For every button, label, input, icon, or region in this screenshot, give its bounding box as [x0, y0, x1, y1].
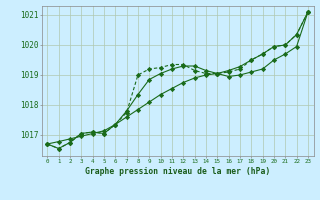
X-axis label: Graphe pression niveau de la mer (hPa): Graphe pression niveau de la mer (hPa)	[85, 167, 270, 176]
